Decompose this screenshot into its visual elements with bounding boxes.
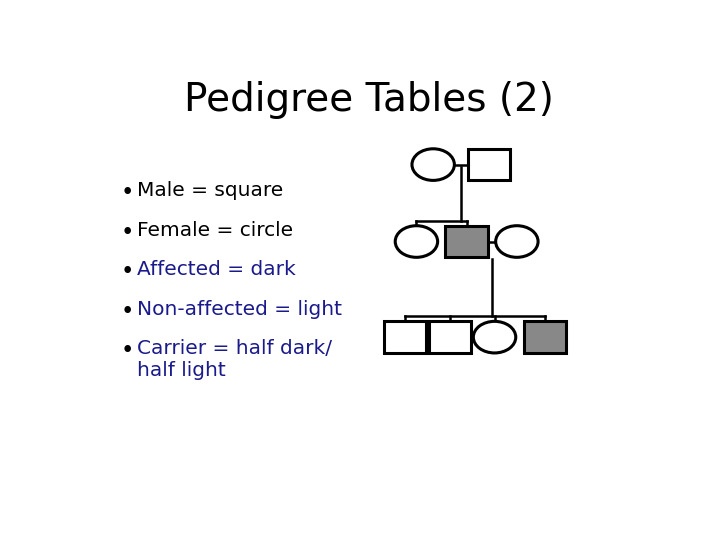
Circle shape <box>473 321 516 353</box>
Circle shape <box>395 226 438 258</box>
Text: •: • <box>121 181 134 204</box>
Text: Affected = dark: Affected = dark <box>138 260 296 279</box>
Text: Pedigree Tables (2): Pedigree Tables (2) <box>184 82 554 119</box>
Text: Non-affected = light: Non-affected = light <box>138 300 343 319</box>
Text: Carrier = half dark/
half light: Carrier = half dark/ half light <box>138 339 333 380</box>
Bar <box>384 321 426 353</box>
Bar <box>468 149 510 180</box>
Circle shape <box>412 149 454 180</box>
Text: Male = square: Male = square <box>138 181 284 200</box>
Text: •: • <box>121 221 134 244</box>
Bar <box>428 321 471 353</box>
Text: •: • <box>121 339 134 362</box>
Text: Female = circle: Female = circle <box>138 221 294 240</box>
Bar <box>446 226 488 258</box>
Text: •: • <box>121 260 134 283</box>
Circle shape <box>495 226 538 258</box>
Text: •: • <box>121 300 134 323</box>
Bar <box>523 321 566 353</box>
